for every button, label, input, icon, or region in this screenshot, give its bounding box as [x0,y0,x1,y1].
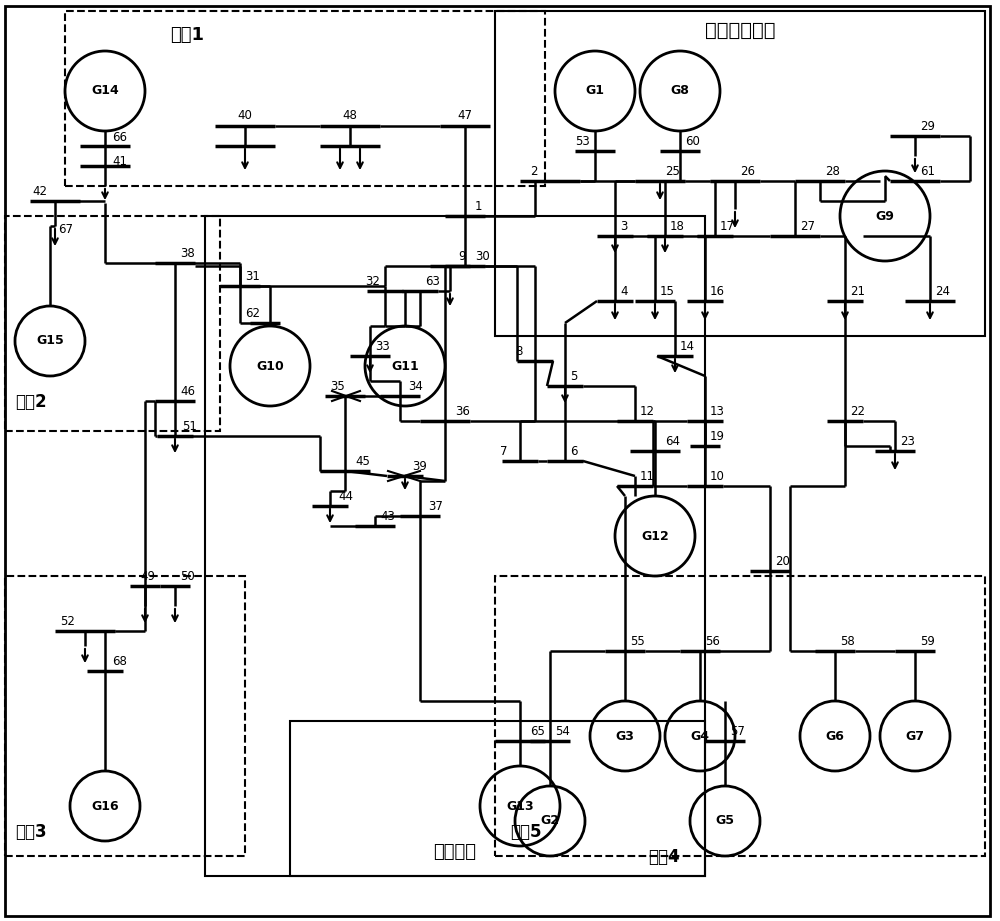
Text: 2: 2 [530,165,538,178]
Text: 4: 4 [620,285,628,298]
Text: G10: G10 [256,359,284,372]
Text: 10: 10 [710,470,725,483]
Text: 9: 9 [458,250,466,263]
Text: 35: 35 [330,380,345,393]
Text: 39: 39 [412,460,427,473]
Text: 43: 43 [380,510,395,523]
Text: 27: 27 [800,220,815,233]
Text: 44: 44 [338,490,353,503]
Text: 17: 17 [720,220,735,233]
Text: 26: 26 [740,165,755,178]
Text: 区域5: 区域5 [510,823,542,841]
Text: 区域2: 区域2 [15,393,47,411]
Text: 41: 41 [112,155,127,168]
Text: 57: 57 [730,725,745,738]
Text: G3: G3 [616,729,634,742]
Text: G14: G14 [91,85,119,98]
Text: 50: 50 [180,570,195,583]
Text: 3: 3 [620,220,627,233]
Text: 23: 23 [900,435,915,448]
Text: 22: 22 [850,405,865,418]
Bar [495,11,985,336]
Text: 46: 46 [180,385,195,398]
Text: 16: 16 [710,285,725,298]
Text: G12: G12 [641,530,669,542]
Text: 21: 21 [850,285,865,298]
Text: 51: 51 [182,420,197,433]
Text: 67: 67 [58,223,73,236]
Text: 47: 47 [458,109,473,122]
Text: G9: G9 [876,209,894,223]
Text: 25: 25 [665,165,680,178]
Text: 14: 14 [680,340,695,353]
Text: G8: G8 [671,85,689,98]
Text: 11: 11 [640,470,655,483]
Text: 7: 7 [500,445,508,458]
Text: 56: 56 [705,635,720,648]
Text: 18: 18 [670,220,685,233]
Text: 5: 5 [570,370,577,383]
Text: 13: 13 [710,405,725,418]
Text: G11: G11 [391,359,419,372]
Text: G1: G1 [586,85,604,98]
Text: 68: 68 [112,655,127,668]
Text: G6: G6 [826,729,844,742]
Text: 52: 52 [60,615,75,628]
Text: 42: 42 [32,185,47,198]
Text: 38: 38 [180,247,195,260]
Text: 62: 62 [245,307,260,320]
Text: G7: G7 [906,729,924,742]
Text: 纽约系统: 纽约系统 [434,843,477,861]
Text: 34: 34 [408,380,423,393]
Text: 28: 28 [825,165,840,178]
Text: 区域4: 区域4 [648,848,680,866]
Text: 40: 40 [238,109,252,122]
Text: 32: 32 [365,275,380,288]
Text: 63: 63 [425,275,440,288]
Text: G2: G2 [540,814,560,827]
Text: 33: 33 [375,340,390,353]
Bar [205,216,705,876]
Text: G5: G5 [716,814,734,827]
Text: 49: 49 [140,570,155,583]
Text: 36: 36 [455,405,470,418]
Text: 66: 66 [112,131,127,144]
Text: 29: 29 [920,120,935,133]
Bar [495,576,985,856]
Text: 59: 59 [920,635,935,648]
Text: 65: 65 [530,725,545,738]
Text: 15: 15 [660,285,675,298]
Text: 61: 61 [920,165,935,178]
Text: 12: 12 [640,405,655,418]
Text: 区域1: 区域1 [170,26,204,44]
Text: G16: G16 [91,799,119,812]
Text: 20: 20 [775,555,790,568]
Bar [5,576,245,856]
Text: 30: 30 [475,250,490,263]
Text: G15: G15 [36,334,64,347]
Text: 60: 60 [685,135,700,148]
Text: 6: 6 [570,445,578,458]
Text: 19: 19 [710,430,725,443]
Text: G4: G4 [690,729,710,742]
Text: 8: 8 [515,345,522,358]
Text: G13: G13 [506,799,534,812]
Text: 54: 54 [555,725,570,738]
Text: 1: 1 [475,200,482,213]
Bar [5,216,220,431]
Text: 新英格兰系统: 新英格兰系统 [705,21,775,40]
Text: 53: 53 [575,135,590,148]
Text: 58: 58 [840,635,855,648]
Text: 区域3: 区域3 [15,823,47,841]
Text: 55: 55 [630,635,645,648]
Text: 37: 37 [428,500,443,513]
Text: 24: 24 [935,285,950,298]
Text: 45: 45 [355,455,370,468]
Text: 64: 64 [665,435,680,448]
Bar [65,11,545,186]
Text: 31: 31 [245,270,260,283]
Text: 48: 48 [343,109,357,122]
Bar [290,721,705,876]
